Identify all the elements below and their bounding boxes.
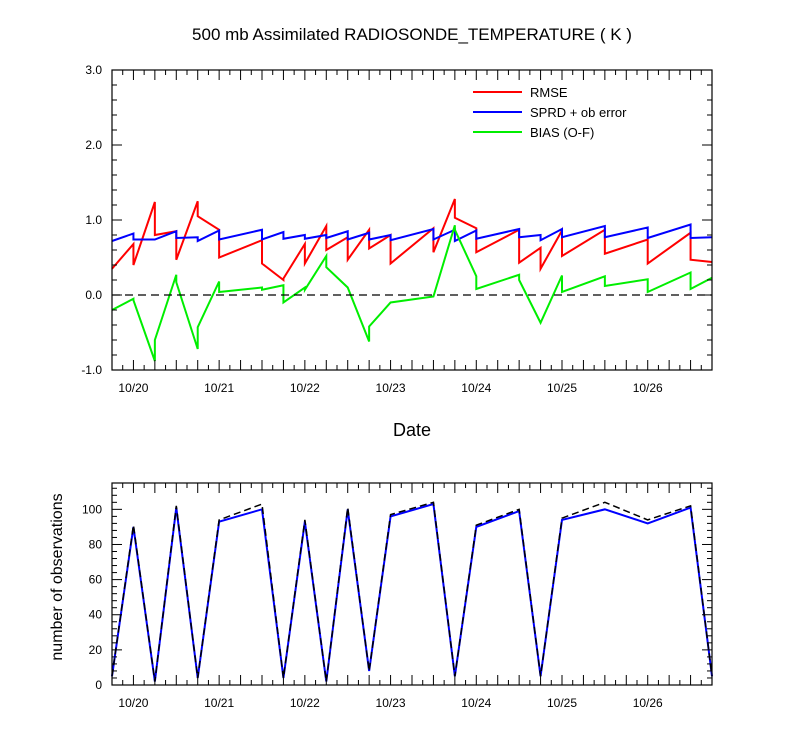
legend-label-rmse: RMSE [530,85,568,100]
top-chart-series-sprd-ob-error [111,223,713,243]
bottom-chart-x-tick-label: 10/26 [633,696,663,710]
bottom-chart-y-tick-label: 80 [89,537,103,551]
top-chart-frame [111,69,713,371]
top-chart-y-tick-label: 0.0 [85,288,102,302]
bottom-chart-y-tick-label: 40 [89,608,103,622]
bottom-chart-y-tick-label: 100 [82,502,102,516]
bottom-chart-frame [111,482,713,686]
top-chart: 10/20 10/21 10/22 10/23 10/24 10/25 10/26 -1.0 0… [81,63,713,395]
bottom-chart-series-assimilated [111,502,713,682]
bottom-chart-x-tick-label: 10/24 [461,696,491,710]
bottom-chart-x-tick-label: 10/25 [547,696,577,710]
top-chart-legend: RMSE SPRD + ob error BIAS (O-F) [473,85,627,140]
top-chart-series-bias-o-f [111,224,713,362]
top-chart-x-tick-label: 10/21 [204,381,234,395]
bottom-chart-y-tick-label: 0 [95,678,102,692]
bottom-chart-x-tick-label: 10/20 [118,696,148,710]
bottom-chart-y-tick-label: 60 [89,573,103,587]
legend-label-bias-o-f: BIAS (O-F) [530,125,594,140]
legend-label-sprd-ob-error: SPRD + ob error [530,105,627,120]
bottom-chart: 10/20 10/21 10/22 10/23 10/24 10/25 10/26 0 20 40… [82,482,713,710]
top-chart-x-tick-label: 10/25 [547,381,577,395]
top-chart-x-tick-label: 10/22 [290,381,320,395]
bottom-chart-y-axis-label: number of observations [49,493,66,660]
bottom-chart-x-tick-label: 10/23 [376,696,406,710]
bottom-chart-series-total [111,501,713,682]
bottom-chart-x-tick-label: 10/22 [290,696,320,710]
top-chart-x-tick-label: 10/20 [118,381,148,395]
top-chart-x-tick-label: 10/26 [633,381,663,395]
bottom-chart-series-layer [111,501,713,682]
top-chart-x-axis-label: Date [393,420,431,440]
top-chart-y-tick-label: 3.0 [85,63,102,77]
bottom-chart-x-tick-label: 10/21 [204,696,234,710]
top-chart-title: 500 mb Assimilated RADIOSONDE_TEMPERATUR… [192,25,632,44]
bottom-chart-ticks-layer: 10/20 10/21 10/22 10/23 10/24 10/25 10/26 0 20 40… [82,483,713,710]
top-chart-x-tick-label: 10/24 [461,381,491,395]
top-chart-y-tick-label: 2.0 [85,138,102,152]
top-chart-y-tick-label: -1.0 [81,363,102,377]
bottom-chart-y-tick-label: 20 [89,643,103,657]
top-chart-x-tick-label: 10/23 [376,381,406,395]
top-chart-series-layer [111,198,713,362]
top-chart-y-tick-label: 1.0 [85,213,102,227]
top-chart-ticks-layer: 10/20 10/21 10/22 10/23 10/24 10/25 10/26 -1.0 0… [81,63,713,395]
